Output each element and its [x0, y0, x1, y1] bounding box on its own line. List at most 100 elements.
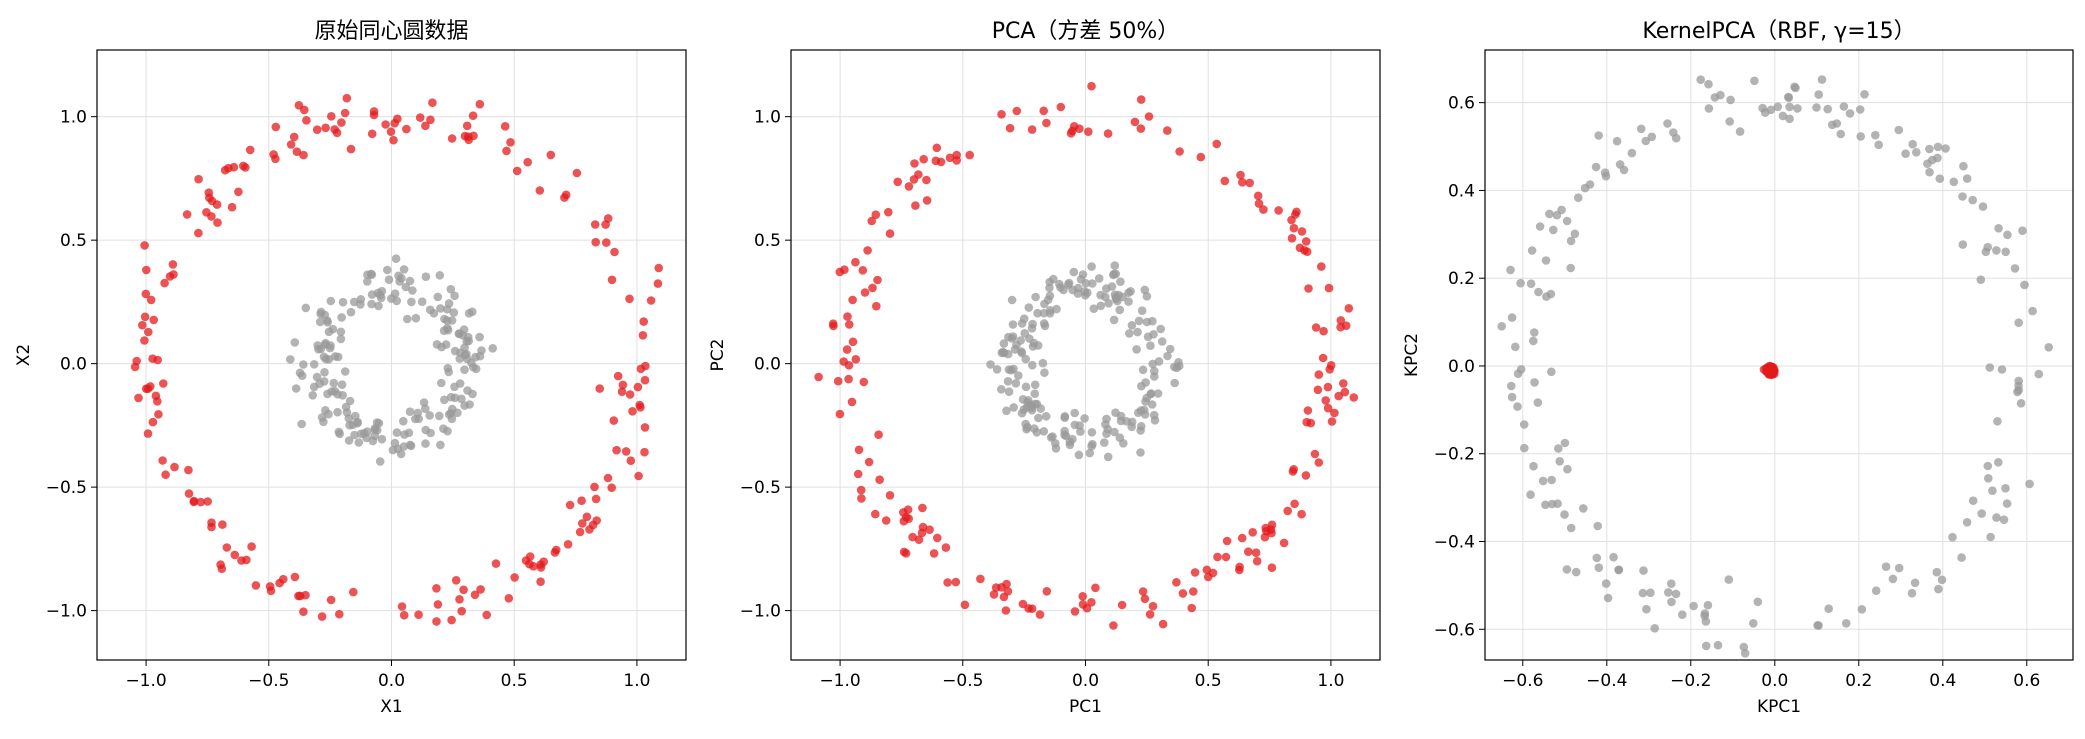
scatter-point [1297, 227, 1307, 236]
scatter-point [329, 378, 339, 388]
scatter-point [286, 355, 295, 364]
scatter-point [1562, 216, 1572, 226]
scatter-point [400, 430, 409, 439]
scatter-point [1048, 432, 1057, 441]
scatter-point [356, 429, 366, 439]
scatter-point [389, 135, 398, 145]
scatter-point [1144, 112, 1154, 121]
scatter-point [1244, 547, 1253, 556]
scatter-point [1839, 102, 1849, 111]
scatter-point [476, 585, 485, 594]
scatter-point [1871, 130, 1880, 140]
scatter-point [634, 471, 643, 481]
scatter-point [640, 423, 650, 432]
scatter-point [1133, 327, 1142, 337]
scatter-point [405, 440, 415, 450]
scatter-point [1136, 448, 1145, 457]
scatter-point [1033, 308, 1042, 318]
scatter-point [1140, 594, 1150, 604]
scatter-point [1667, 597, 1676, 607]
scatter-point [1601, 579, 1611, 588]
scatter-point [1696, 75, 1705, 84]
scatter-point [1894, 563, 1904, 573]
scatter-point [337, 380, 347, 390]
scatter-point [1042, 587, 1052, 596]
x-tick-label: −0.4 [1586, 671, 1627, 691]
scatter-point [356, 295, 366, 304]
scatter-point [1041, 412, 1051, 421]
scatter-point [1855, 105, 1865, 114]
scatter-point [397, 602, 407, 611]
scatter-point [1001, 606, 1011, 615]
scatter-point [2025, 479, 2034, 489]
scatter-point [142, 265, 151, 275]
scatter-point [1157, 337, 1167, 346]
scatter-point [1785, 114, 1794, 124]
scatter-point [863, 246, 872, 255]
scatter-point [1069, 122, 1079, 131]
x-tick-label: −1.0 [125, 671, 166, 691]
scatter-point [572, 168, 582, 178]
scatter-point [989, 590, 999, 599]
scatter-point [1056, 102, 1066, 112]
scatter-point [853, 469, 863, 479]
scatter-point [1992, 513, 2001, 522]
scatter-point [451, 576, 461, 585]
scatter-point [390, 438, 400, 448]
scatter-point [1993, 417, 2002, 426]
scatter-point [207, 212, 216, 221]
scatter-point [885, 491, 895, 500]
scatter-point [377, 286, 387, 296]
scatter-point [471, 364, 481, 374]
scatter-point [1671, 589, 1681, 599]
scatter-point [1324, 283, 1334, 293]
scatter-point [140, 336, 149, 345]
scatter-point [1881, 562, 1891, 571]
scatter-point [491, 559, 501, 568]
scatter-point [1221, 552, 1231, 562]
scatter-point [1196, 152, 1206, 162]
scatter-point [390, 289, 400, 299]
x-tick-label: 0.4 [1929, 671, 1956, 691]
scatter-point [1016, 336, 1025, 345]
scatter-point [1968, 496, 1978, 506]
scatter-point [1785, 102, 1794, 112]
scatter-point [345, 396, 355, 406]
scatter-point [405, 276, 415, 286]
scatter-point [457, 394, 466, 404]
x-tick-label: −1.0 [819, 671, 860, 691]
scatter-point [444, 299, 454, 308]
scatter-point [1984, 474, 1993, 483]
scatter-point [433, 292, 443, 302]
scatter-point [1087, 598, 1096, 607]
scatter-point [1078, 592, 1087, 601]
scatter-point [432, 617, 441, 626]
scatter-point [1511, 342, 1520, 352]
scatter-point [500, 122, 510, 131]
x-axis-label: X1 [380, 697, 402, 717]
scatter-point [1165, 344, 1175, 354]
scatter-point [435, 271, 445, 280]
scatter-point [1070, 408, 1079, 418]
scatter-point [165, 272, 175, 281]
scatter-point [1021, 382, 1031, 392]
scatter-point [868, 283, 877, 293]
scatter-point [864, 457, 874, 467]
scatter-point [1069, 267, 1079, 277]
scatter-point [1793, 104, 1802, 113]
scatter-point [1002, 579, 1011, 589]
scatter-point [1085, 448, 1094, 458]
scatter-point [1147, 400, 1157, 409]
scatter-point [1023, 422, 1032, 432]
scatter-point [640, 447, 649, 457]
scatter-point [1110, 261, 1120, 270]
scatter-point [1545, 209, 1554, 219]
y-axis-label: KPC2 [1402, 333, 1422, 377]
scatter-point [414, 610, 423, 619]
scatter-point [229, 162, 239, 172]
scatter-point [1957, 553, 1966, 562]
scatter-point [1267, 563, 1277, 572]
x-tick-label: 0.0 [1072, 671, 1099, 691]
panel-2: −1.0 −0.5 0.0 0.5 1.0 −1.0 −0.5 0.0 0.5 1.0 PCA（方差… [708, 19, 1381, 717]
scatter-point [610, 247, 619, 257]
